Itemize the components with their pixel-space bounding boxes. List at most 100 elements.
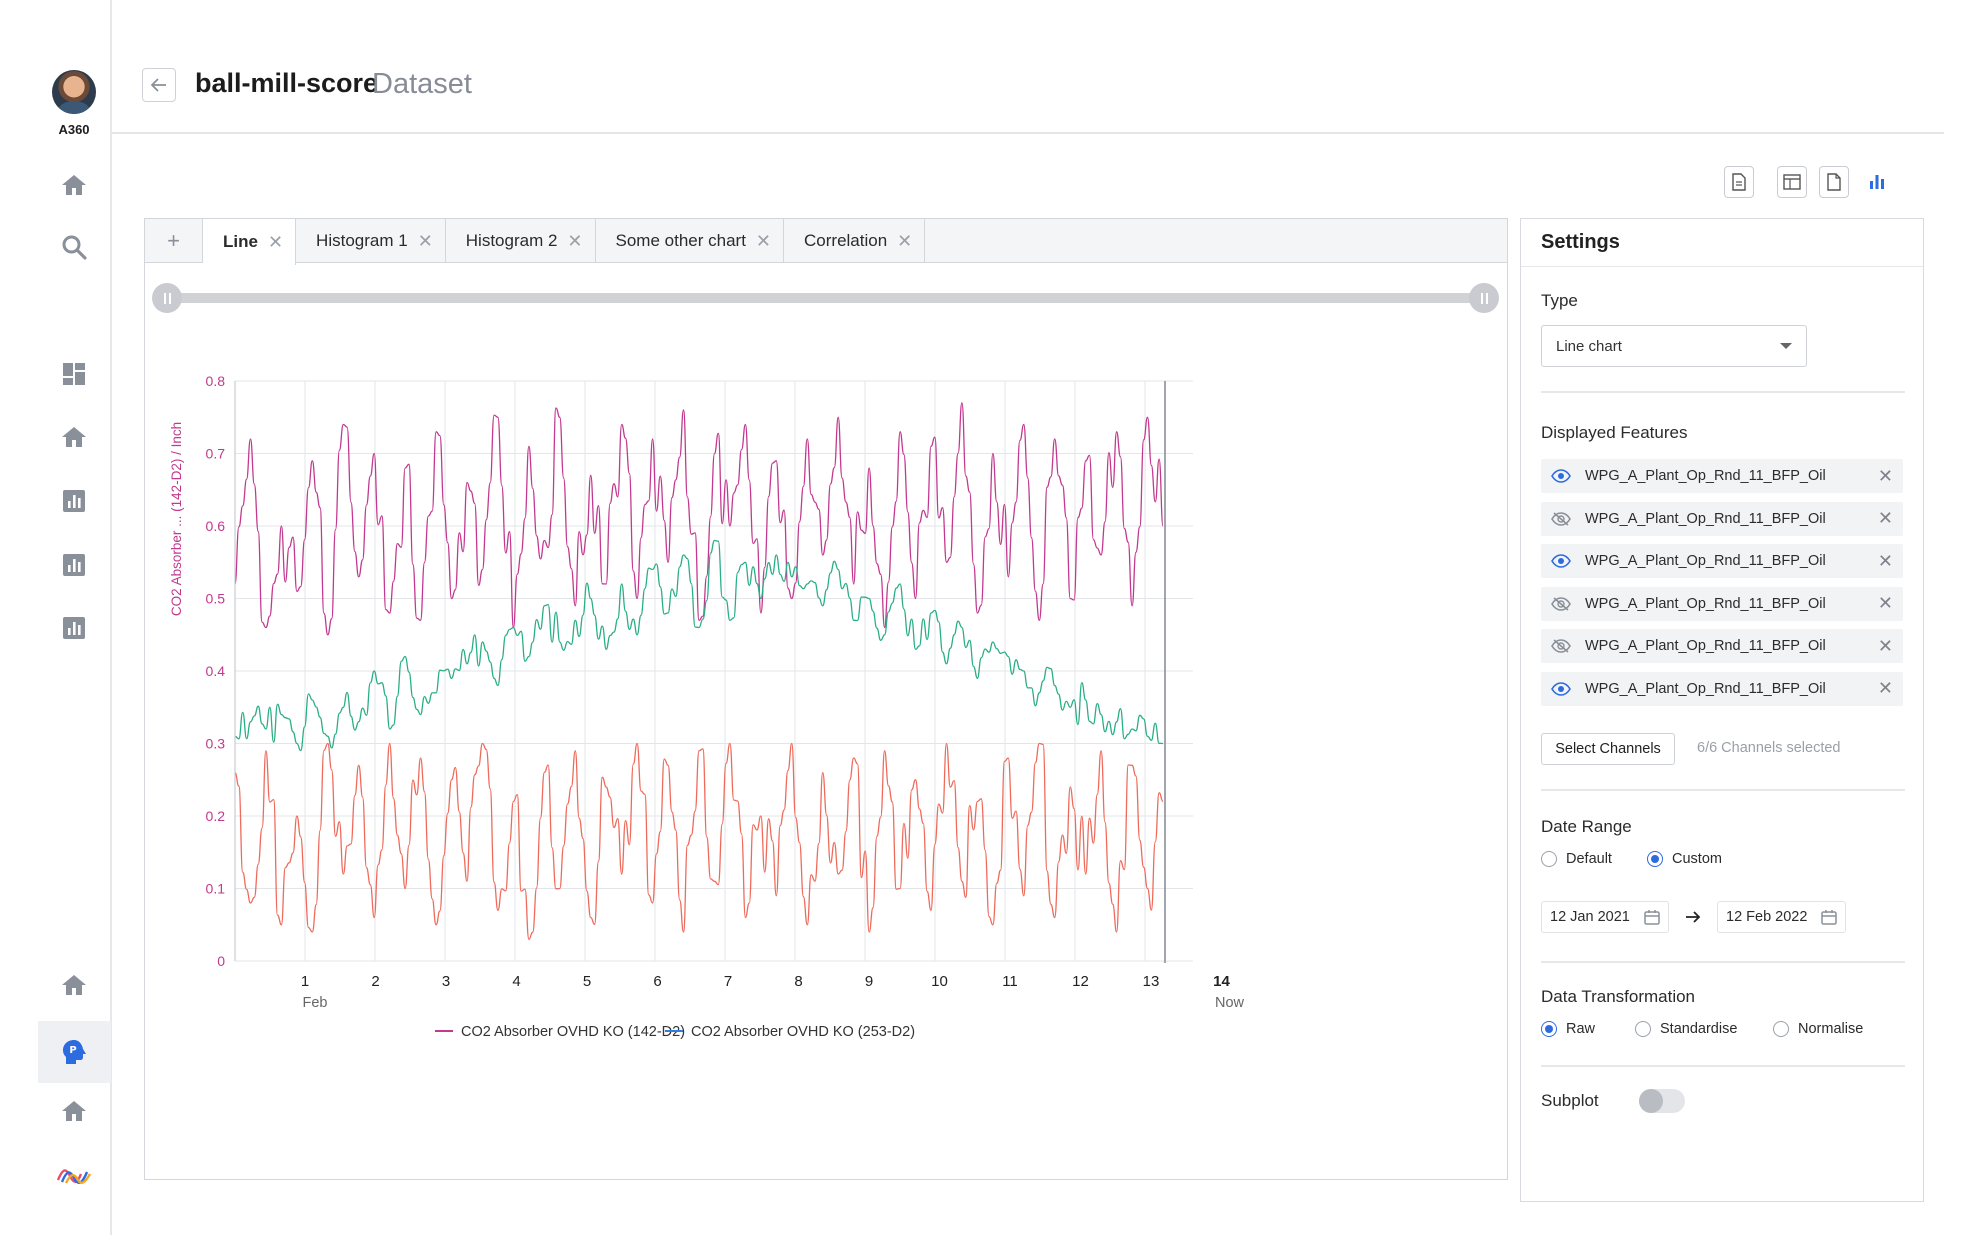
y-axis-title: CO2 Absorber ... (142-D2) / Inch: [169, 422, 184, 616]
tab-label: Histogram 2: [465, 231, 558, 250]
feature-label: WPG_A_Plant_Op_Rnd_11_BFP_Oil: [1585, 595, 1826, 612]
x-tick-label: 1: [301, 973, 309, 990]
radio-icon: [1541, 851, 1557, 867]
chart-series: [234, 402, 1164, 940]
transform-raw-radio[interactable]: Raw: [1541, 1021, 1595, 1037]
transform-normalise-radio[interactable]: Normalise: [1773, 1021, 1863, 1037]
chart-tabs: + Line ✕ Histogram 1 ✕ Histogram 2 ✕ Some o…: [145, 219, 1507, 265]
eye-off-icon[interactable]: [1551, 511, 1573, 527]
date-to-field[interactable]: 12 Feb 2022: [1717, 901, 1847, 933]
feature-label: WPG_A_Plant_Op_Rnd_11_BFP_Oil: [1585, 510, 1826, 527]
close-icon[interactable]: ✕: [1877, 678, 1893, 698]
tab-histogram-2[interactable]: Histogram 2 ✕: [446, 219, 596, 263]
search-icon[interactable]: [57, 230, 91, 264]
eye-icon[interactable]: [1551, 681, 1573, 697]
radio-label: Normalise: [1798, 1021, 1864, 1037]
date-custom-radio[interactable]: Custom: [1647, 851, 1722, 867]
feature-item[interactable]: WPG_A_Plant_Op_Rnd_11_BFP_Oil ✕: [1541, 544, 1903, 578]
features-label: Displayed Features: [1541, 423, 1688, 442]
table-view-button[interactable]: [1777, 166, 1807, 198]
chart-grid: [234, 380, 1193, 962]
calendar-icon[interactable]: [1644, 909, 1660, 925]
series-line: [234, 402, 1164, 636]
subplot-label: Subplot: [1541, 1091, 1599, 1110]
document-view-icon: [1732, 173, 1746, 191]
add-tab-button[interactable]: +: [145, 219, 203, 263]
x-tick-label: 12: [1072, 973, 1089, 990]
tab-label: Line: [223, 232, 258, 251]
date-from-field[interactable]: 12 Jan 2021: [1541, 901, 1669, 933]
close-icon[interactable]: ✕: [1877, 635, 1893, 656]
brand-logo-icon: [57, 1158, 91, 1192]
eye-icon[interactable]: [1551, 553, 1573, 569]
file-view-button[interactable]: [1819, 166, 1849, 198]
subplot-toggle[interactable]: [1639, 1089, 1685, 1113]
feature-label: WPG_A_Plant_Op_Rnd_11_BFP_Oil: [1585, 638, 1826, 654]
feature-label: WPG_A_Plant_Op_Rnd_11_BFP_Oil: [1585, 468, 1826, 484]
close-icon[interactable]: ✕: [1877, 508, 1893, 528]
radio-label: Standardise: [1660, 1021, 1738, 1037]
feature-item[interactable]: WPG_A_Plant_Op_Rnd_11_BFP_Oil ✕: [1541, 459, 1903, 493]
close-icon[interactable]: ✕: [1877, 593, 1893, 613]
header-divider: [112, 132, 1944, 134]
ai-head-icon[interactable]: P: [57, 1035, 91, 1069]
close-icon[interactable]: ✕: [567, 230, 583, 251]
select-channels-button[interactable]: Select Channels: [1541, 733, 1675, 765]
feature-item[interactable]: WPG_A_Plant_Op_Rnd_11_BFP_Oil ✕: [1541, 629, 1903, 663]
feature-item[interactable]: WPG_A_Plant_Op_Rnd_11_BFP_Oil ✕: [1541, 501, 1903, 536]
document-view-button[interactable]: [1724, 166, 1754, 198]
calendar-icon[interactable]: [1821, 909, 1838, 925]
close-icon[interactable]: ✕: [1877, 465, 1893, 486]
eye-off-icon[interactable]: [1551, 638, 1573, 654]
page-title: ball-mill-score: [195, 68, 379, 98]
transform-standardise-radio[interactable]: Standardise: [1635, 1021, 1737, 1037]
radio-icon: [1541, 1021, 1557, 1037]
radio-icon: [1773, 1021, 1789, 1037]
feature-item[interactable]: WPG_A_Plant_Op_Rnd_11_BFP_Oil ✕: [1541, 586, 1903, 621]
close-icon[interactable]: ✕: [267, 231, 284, 252]
close-icon[interactable]: ✕: [897, 230, 913, 251]
x-tick-label: 3: [442, 973, 450, 990]
tab-line[interactable]: Line ✕: [203, 219, 297, 265]
file-view-icon: [1827, 173, 1841, 191]
chart-view-icon: [1870, 175, 1884, 189]
chart-type-select[interactable]: Line chart: [1541, 325, 1807, 367]
radio-label: Custom: [1672, 851, 1722, 867]
range-slider-start-handle[interactable]: [152, 283, 182, 313]
y-tick-label: 0.2: [206, 808, 226, 824]
feature-label: WPG_A_Plant_Op_Rnd_11_BFP_Oil: [1585, 680, 1826, 697]
tab-correlation[interactable]: Correlation ✕: [784, 219, 926, 263]
tab-histogram-1[interactable]: Histogram 1 ✕: [296, 219, 446, 263]
bar-chart-icon[interactable]: [57, 484, 91, 518]
range-slider-track[interactable]: [167, 293, 1489, 303]
x-tick-label: 9: [865, 973, 873, 990]
radio-icon: [1647, 851, 1663, 867]
chart-view-button[interactable]: [1862, 166, 1892, 198]
back-button[interactable]: [142, 68, 176, 102]
y-tick-label: 0.4: [206, 663, 226, 679]
x-tick-label: 14: [1213, 973, 1230, 990]
radio-label: Default: [1566, 851, 1612, 867]
dashboard-icon[interactable]: [57, 357, 91, 391]
close-icon[interactable]: ✕: [417, 230, 433, 251]
arrow-right-icon: [1686, 911, 1701, 923]
bar-chart-icon[interactable]: [57, 611, 91, 645]
home-icon[interactable]: [57, 968, 91, 1002]
feature-item[interactable]: WPG_A_Plant_Op_Rnd_11_BFP_Oil ✕: [1541, 671, 1903, 706]
home-icon[interactable]: [57, 168, 91, 202]
user-avatar[interactable]: [52, 70, 96, 114]
tab-some-other-chart[interactable]: Some other chart ✕: [596, 219, 785, 263]
eye-icon[interactable]: [1551, 468, 1573, 484]
range-slider-end-handle[interactable]: [1469, 283, 1499, 313]
bar-chart-icon[interactable]: [57, 548, 91, 582]
x-tick-label: 2: [371, 973, 379, 990]
y-tick-label: 0.6: [206, 518, 226, 534]
home-icon[interactable]: [57, 1094, 91, 1128]
close-icon[interactable]: ✕: [1877, 550, 1893, 571]
home-icon[interactable]: [57, 420, 91, 454]
x-tick-label: 8: [794, 973, 802, 990]
close-icon[interactable]: ✕: [755, 230, 772, 251]
type-label: Type: [1541, 291, 1578, 310]
eye-off-icon[interactable]: [1551, 596, 1573, 612]
date-default-radio[interactable]: Default: [1541, 851, 1612, 867]
